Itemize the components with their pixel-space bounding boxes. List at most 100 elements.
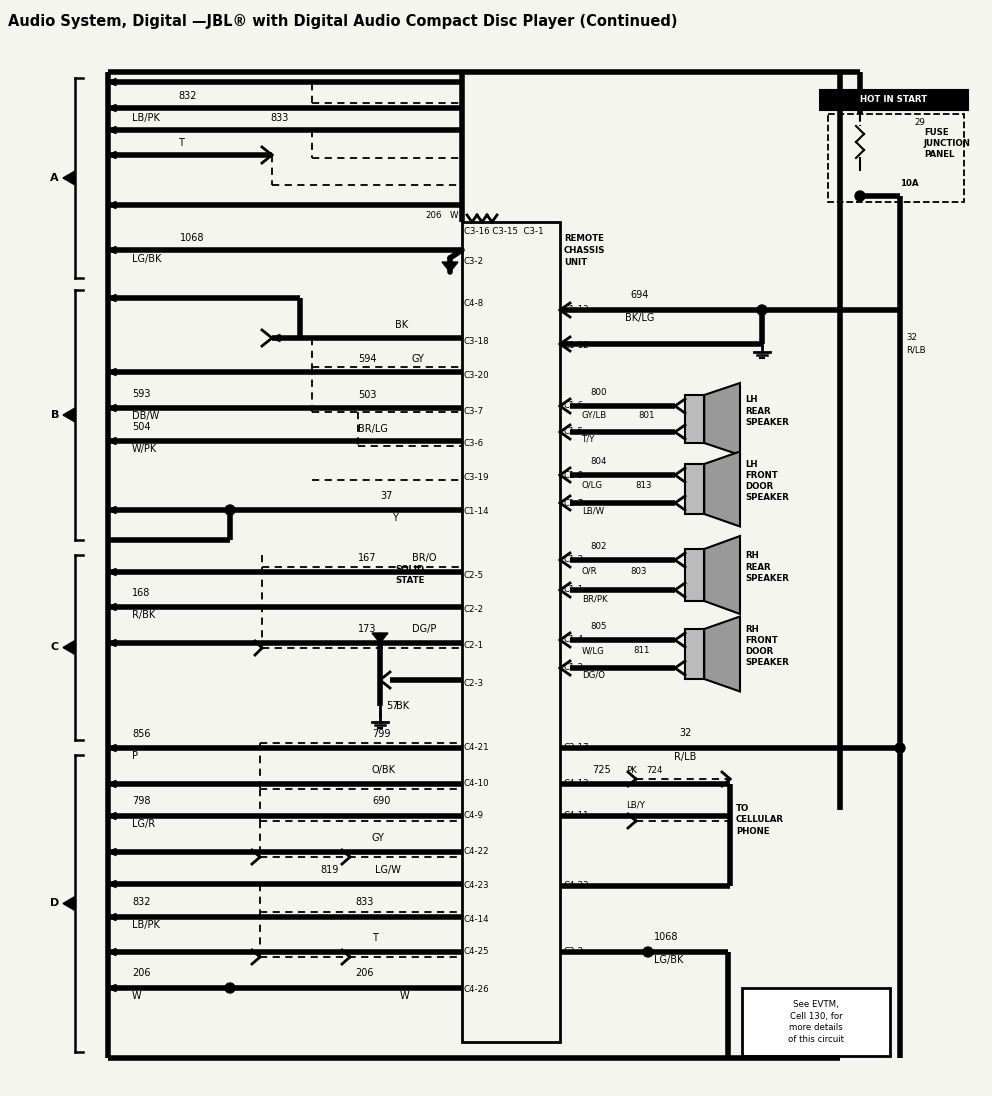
Text: C1-4: C1-4 [564, 636, 584, 644]
Text: 800: 800 [590, 388, 606, 397]
Polygon shape [108, 368, 116, 376]
Polygon shape [63, 897, 75, 911]
Polygon shape [272, 334, 280, 342]
Text: DB/W: DB/W [132, 411, 160, 421]
Polygon shape [63, 408, 75, 422]
Polygon shape [704, 452, 740, 526]
Text: W: W [400, 991, 410, 1001]
Text: R/LB: R/LB [674, 752, 696, 762]
Polygon shape [108, 247, 116, 253]
Text: LB/Y: LB/Y [626, 800, 645, 809]
Text: C1-12: C1-12 [564, 341, 589, 350]
Text: LH
REAR
SPEAKER: LH REAR SPEAKER [745, 396, 789, 426]
Text: C4-22: C4-22 [464, 847, 490, 856]
Text: C1-3: C1-3 [564, 663, 584, 673]
Text: LG/W: LG/W [375, 865, 401, 875]
Text: LH
FRONT
DOOR
SPEAKER: LH FRONT DOOR SPEAKER [745, 460, 789, 502]
Polygon shape [108, 506, 116, 514]
Text: SOLID
STATE: SOLID STATE [396, 564, 425, 585]
Text: C3-6: C3-6 [464, 439, 484, 448]
Circle shape [225, 983, 235, 993]
Text: RH
REAR
SPEAKER: RH REAR SPEAKER [745, 551, 789, 583]
Text: 206: 206 [426, 210, 442, 219]
Polygon shape [108, 913, 116, 921]
Text: C3-18: C3-18 [464, 338, 490, 346]
Text: GY: GY [372, 833, 385, 843]
Polygon shape [704, 383, 740, 455]
Circle shape [895, 743, 905, 753]
Polygon shape [108, 437, 116, 445]
Text: W: W [450, 210, 458, 219]
Polygon shape [108, 295, 116, 301]
Text: C2-1: C2-1 [464, 640, 484, 650]
Text: C1-8: C1-8 [564, 470, 584, 480]
Bar [742, 987, 890, 1057]
Text: LB/PK: LB/PK [132, 920, 160, 931]
Bar [828, 114, 964, 202]
Text: T: T [372, 933, 378, 943]
Text: C1-6: C1-6 [564, 401, 584, 411]
Text: 833: 833 [355, 897, 373, 907]
Text: C4-8: C4-8 [464, 299, 484, 308]
Text: P: P [132, 751, 138, 761]
Text: BR/O: BR/O [412, 553, 436, 563]
Text: 1068: 1068 [654, 932, 679, 941]
Text: 168: 168 [132, 587, 151, 598]
Polygon shape [108, 948, 116, 956]
Text: LB/PK: LB/PK [132, 113, 160, 123]
Text: A: A [51, 173, 59, 183]
Text: C3-17: C3-17 [564, 743, 589, 753]
Text: C2-2: C2-2 [464, 605, 484, 615]
Text: O/BK: O/BK [372, 765, 396, 775]
Polygon shape [108, 151, 116, 159]
Text: C1-1: C1-1 [564, 585, 584, 594]
Text: C1-7: C1-7 [564, 499, 584, 507]
Polygon shape [108, 744, 116, 752]
Text: 167: 167 [358, 553, 377, 563]
Text: 10A: 10A [900, 180, 919, 189]
Circle shape [855, 191, 865, 201]
Text: PK: PK [626, 766, 637, 775]
Text: 856: 856 [132, 729, 151, 739]
Polygon shape [63, 171, 75, 185]
Text: C3-7: C3-7 [464, 407, 484, 415]
Text: 832: 832 [178, 91, 196, 101]
Text: 803: 803 [630, 567, 647, 576]
Polygon shape [685, 549, 704, 601]
Text: DG/O: DG/O [582, 671, 605, 680]
Circle shape [225, 505, 235, 515]
Polygon shape [108, 848, 116, 856]
Text: W: W [132, 991, 142, 1001]
Polygon shape [108, 569, 116, 575]
Text: 813: 813 [635, 481, 652, 490]
Polygon shape [704, 616, 740, 692]
Text: BK: BK [395, 320, 408, 330]
Circle shape [643, 947, 653, 957]
Polygon shape [685, 629, 704, 680]
Polygon shape [108, 639, 116, 647]
Bar [820, 90, 968, 110]
Text: REMOTE
CHASSIS
UNIT: REMOTE CHASSIS UNIT [564, 235, 605, 266]
Text: GY: GY [412, 354, 425, 364]
Text: R/BK: R/BK [132, 610, 156, 620]
Text: C4-25: C4-25 [464, 948, 490, 957]
Text: C1-14: C1-14 [464, 506, 490, 515]
Text: 206: 206 [132, 968, 151, 978]
Text: 173: 173 [358, 624, 377, 633]
Text: W/PK: W/PK [132, 444, 158, 454]
Text: C4-14: C4-14 [464, 915, 490, 925]
Text: 694: 694 [631, 290, 649, 300]
Polygon shape [108, 79, 116, 85]
Text: C: C [51, 642, 59, 652]
Text: 811: 811 [633, 646, 650, 655]
Text: C1-2: C1-2 [564, 556, 584, 564]
Text: DG/P: DG/P [412, 624, 436, 633]
Text: 833: 833 [270, 113, 289, 123]
Text: C4-21: C4-21 [464, 743, 490, 753]
Text: 29: 29 [914, 118, 925, 127]
Text: C3-19: C3-19 [464, 473, 489, 482]
Text: GY/LB: GY/LB [582, 411, 607, 420]
Polygon shape [63, 640, 75, 654]
Text: BK: BK [396, 701, 409, 711]
Text: 801: 801 [638, 411, 655, 420]
